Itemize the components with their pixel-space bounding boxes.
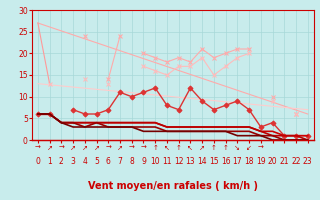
Text: 12: 12 [174, 158, 183, 166]
Text: ↗: ↗ [93, 145, 100, 151]
Text: 14: 14 [197, 158, 207, 166]
Text: 16: 16 [221, 158, 230, 166]
Text: ↗: ↗ [117, 145, 123, 151]
Text: ↗: ↗ [82, 145, 88, 151]
Text: 19: 19 [256, 158, 266, 166]
Text: 3: 3 [71, 158, 76, 166]
Text: ↘: ↘ [234, 145, 240, 151]
Text: 8: 8 [129, 158, 134, 166]
Text: 1: 1 [47, 158, 52, 166]
Text: ↑: ↑ [152, 145, 158, 151]
Text: 10: 10 [150, 158, 160, 166]
Text: 7: 7 [117, 158, 123, 166]
Text: 18: 18 [244, 158, 254, 166]
Text: ↗: ↗ [70, 145, 76, 151]
Text: ↗: ↗ [47, 145, 52, 151]
Text: →: → [140, 145, 147, 151]
Text: Vent moyen/en rafales ( km/h ): Vent moyen/en rafales ( km/h ) [88, 181, 258, 191]
Text: 2: 2 [59, 158, 64, 166]
Text: →: → [129, 145, 135, 151]
Text: 15: 15 [209, 158, 219, 166]
Text: 9: 9 [141, 158, 146, 166]
Text: 13: 13 [186, 158, 195, 166]
Text: 6: 6 [106, 158, 111, 166]
Text: ↑: ↑ [223, 145, 228, 151]
Text: ↑: ↑ [176, 145, 182, 151]
Text: ↖: ↖ [164, 145, 170, 151]
Text: →: → [258, 145, 264, 151]
Text: 21: 21 [279, 158, 289, 166]
Text: 17: 17 [233, 158, 242, 166]
Text: →: → [35, 145, 41, 151]
Text: ↗: ↗ [199, 145, 205, 151]
Text: 5: 5 [94, 158, 99, 166]
Text: 22: 22 [291, 158, 301, 166]
Text: ↖: ↖ [188, 145, 193, 151]
Text: ↙: ↙ [246, 145, 252, 151]
Text: 11: 11 [162, 158, 172, 166]
Text: 4: 4 [82, 158, 87, 166]
Text: →: → [105, 145, 111, 151]
Text: 23: 23 [303, 158, 313, 166]
Text: 0: 0 [36, 158, 40, 166]
Text: 20: 20 [268, 158, 277, 166]
Text: →: → [58, 145, 64, 151]
Text: ↑: ↑ [211, 145, 217, 151]
